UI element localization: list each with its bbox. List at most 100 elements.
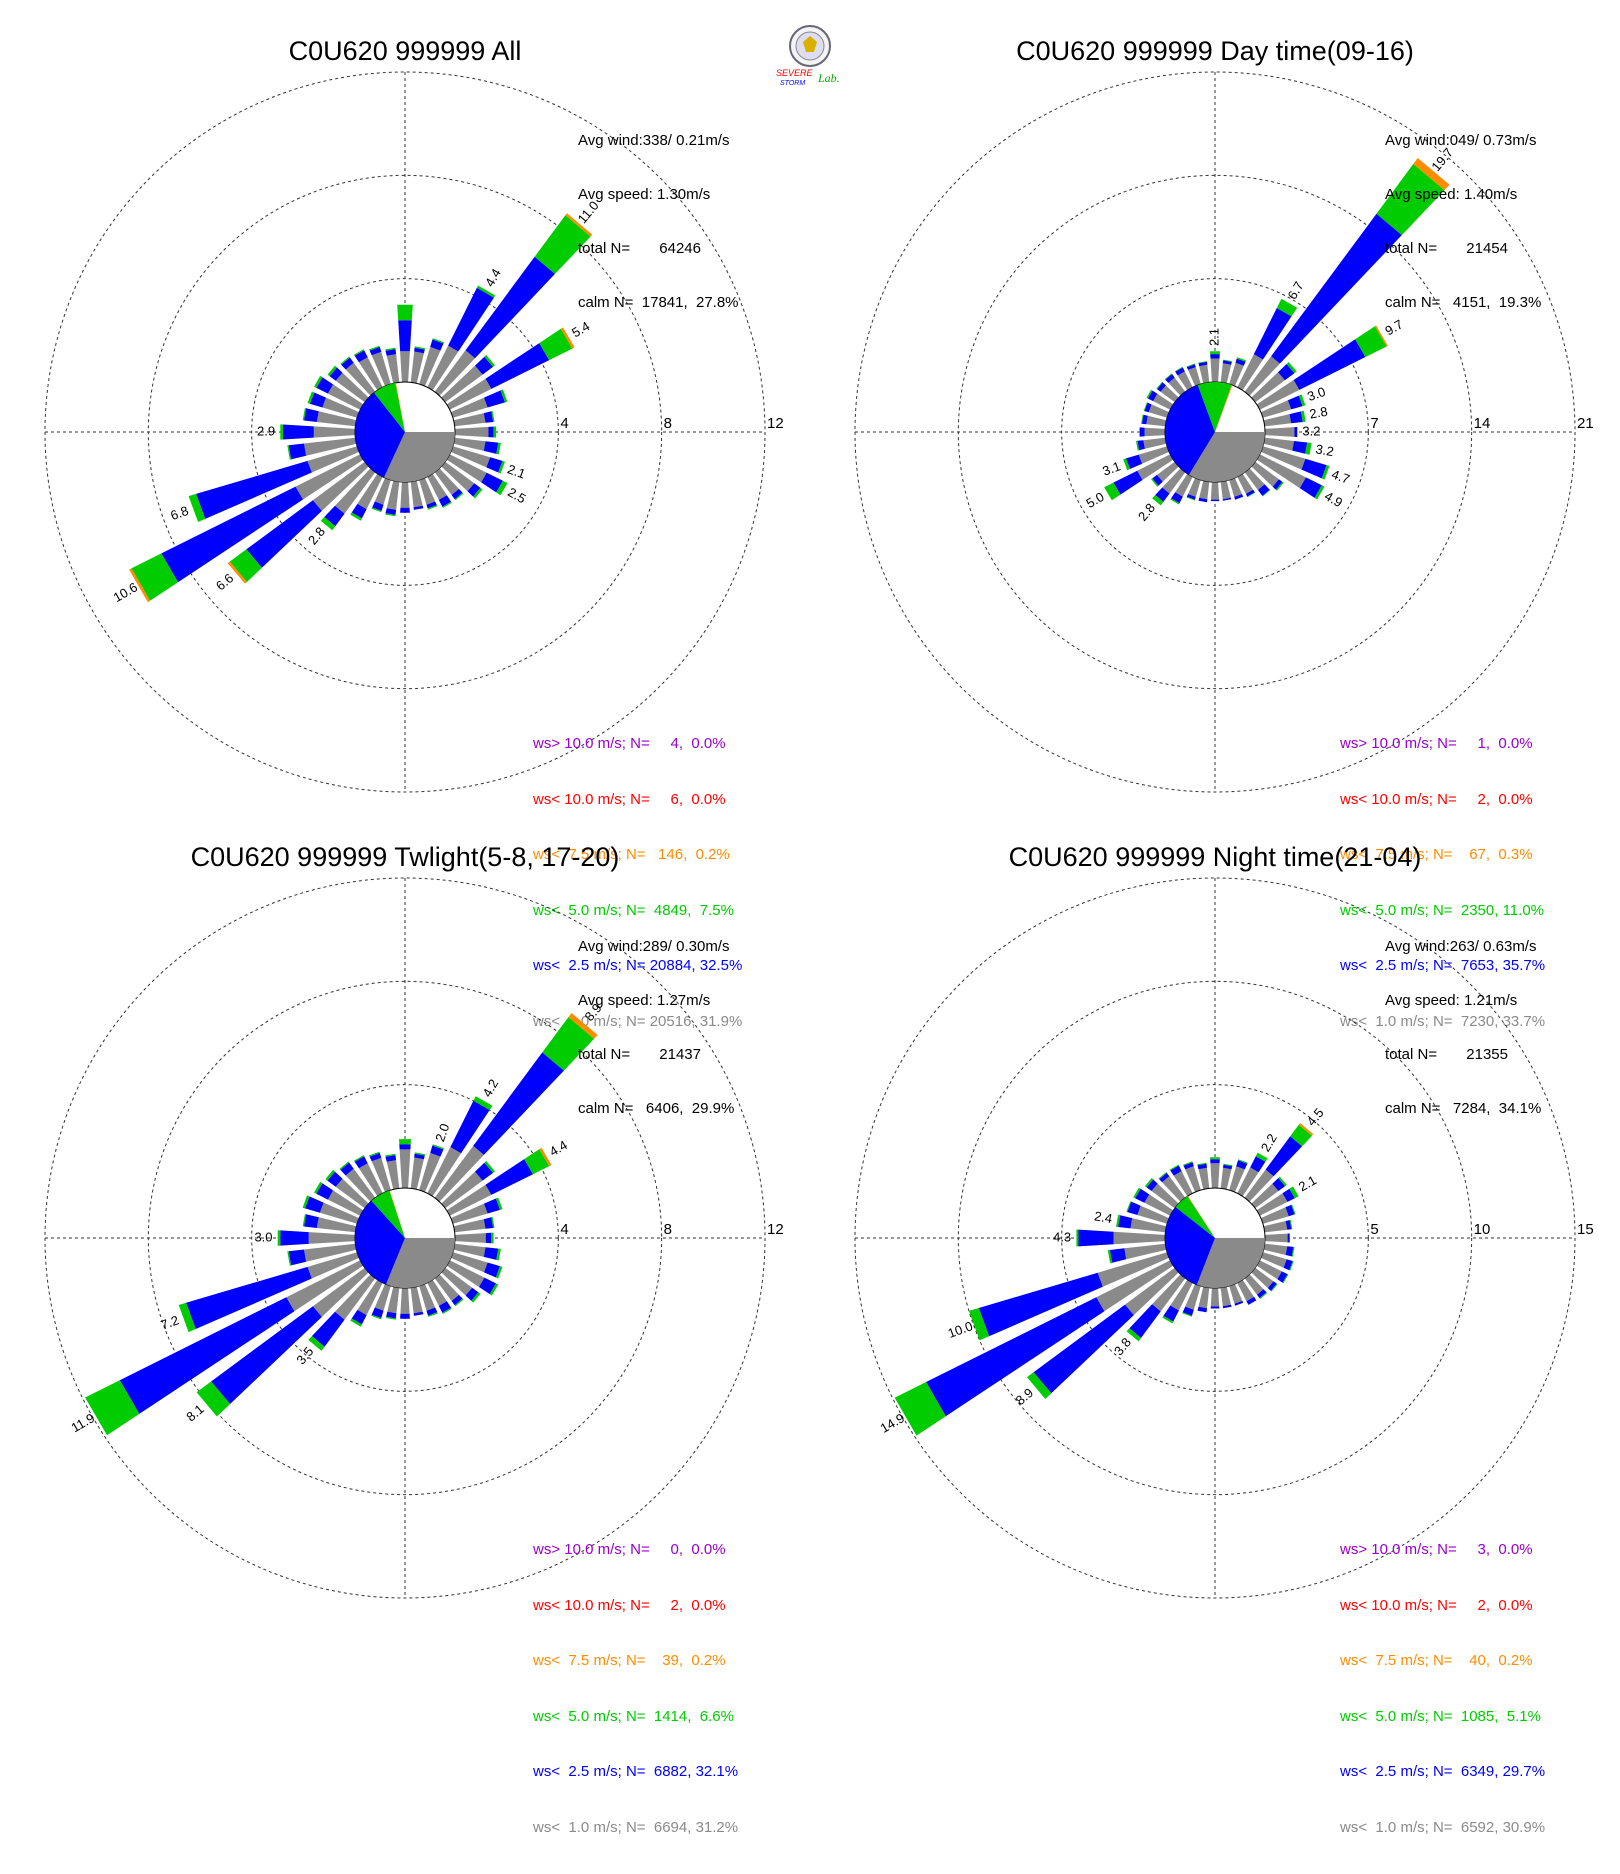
bar-segment <box>1123 458 1130 471</box>
bar-segment <box>1290 1124 1312 1147</box>
legend-entry-lt2-5: ws< 2.5 m/s; N= 7653, 35.7% <box>1340 957 1546 974</box>
bar-segment <box>1298 394 1306 407</box>
bar-value-label: 4.2 <box>479 1077 501 1100</box>
bar-segment <box>1289 1186 1299 1199</box>
bar-segment <box>386 1160 400 1190</box>
bar-segment <box>1244 468 1265 490</box>
bar-segment <box>400 1313 410 1319</box>
bar-segment <box>1162 1176 1186 1202</box>
bar-segment <box>307 446 360 473</box>
bar-segment <box>1244 1169 1274 1202</box>
bar-segment <box>1271 213 1402 364</box>
bar-segment <box>978 1272 1103 1337</box>
bar-segment <box>286 1260 364 1312</box>
bar-segment <box>358 357 383 391</box>
bar-segment <box>186 1266 312 1329</box>
bar-segment <box>1238 1159 1248 1164</box>
ring-label: 4 <box>560 1221 568 1238</box>
bar-segment <box>454 1233 486 1243</box>
bar-segment <box>442 1307 452 1314</box>
bar-segment <box>1104 482 1121 501</box>
bar-segment <box>1289 411 1303 424</box>
bar-segment <box>310 392 326 408</box>
bar-segment <box>1263 1221 1288 1233</box>
bar-segment <box>485 1232 491 1244</box>
bar-segment <box>1198 1167 1210 1190</box>
bar-segment <box>1151 478 1159 487</box>
bar-value-label: 3.1 <box>1100 458 1122 478</box>
bar-segment <box>1229 1166 1245 1193</box>
bar-segment <box>1033 1304 1134 1394</box>
bar-segment <box>351 1309 367 1325</box>
windrose-chart-twilight: 4 8 122.04.28.94.43.58.111.97.23.0 <box>44 877 784 1599</box>
bar-segment <box>1262 489 1271 497</box>
avg-speed: Avg speed: 1.21m/s <box>1385 992 1518 1009</box>
bar-segment <box>446 1184 492 1216</box>
legend-entry-lt5: ws< 5.0 m/s; N= 1085, 5.1% <box>1340 1707 1541 1725</box>
bar-segment <box>1257 484 1270 496</box>
bar-segment <box>465 1287 479 1301</box>
bar-segment <box>304 408 319 422</box>
bar-segment <box>322 397 360 418</box>
legend-entry-lt5: ws< 5.0 m/s; N= 4849, 7.5% <box>533 901 734 919</box>
bar-segment <box>282 424 314 440</box>
bar-segment <box>227 561 247 584</box>
bar-segment <box>475 356 493 375</box>
bar-segment <box>312 461 369 511</box>
bar-segment <box>1162 468 1186 494</box>
bar-segment <box>374 1283 391 1311</box>
bar-segment <box>316 1183 334 1200</box>
bar-segment <box>1141 414 1148 425</box>
total-n: total N= 21454 <box>1385 240 1508 257</box>
bar-segment <box>371 1314 382 1320</box>
ring-label: 8 <box>664 1221 672 1238</box>
legend: ws> 10.0 m/s; N= 3, 0.0% ws< 10.0 m/s; N… <box>1340 1504 1545 1874</box>
bar-segment <box>495 1197 503 1210</box>
bar-segment <box>288 1249 307 1266</box>
bar-segment <box>483 441 499 454</box>
legend-entry-lt10: ws< 10.0 m/s; N= 2, 0.0% <box>1340 1596 1533 1614</box>
bar-segment <box>1272 479 1283 490</box>
bar-segment <box>1263 437 1294 451</box>
bar-value-label: 8.1 <box>183 1401 206 1424</box>
bar-segment <box>486 457 503 473</box>
bar-segment <box>335 1178 369 1209</box>
bar-segment <box>1413 158 1450 191</box>
bar-segment <box>1197 1162 1207 1166</box>
bar-segment <box>1186 363 1195 368</box>
bar-segment <box>371 1157 391 1193</box>
calm-pie-slice <box>386 1238 455 1289</box>
bar-segment <box>453 413 486 427</box>
bar-segment <box>339 1161 350 1170</box>
bar-value-label: 3.0 <box>254 1229 272 1244</box>
bar-segment <box>484 390 505 408</box>
bar-segment <box>302 1214 307 1227</box>
bar-segment <box>1276 298 1298 317</box>
bar-segment <box>1188 367 1201 387</box>
bar-segment <box>410 1157 424 1190</box>
bar-segment <box>414 1152 426 1156</box>
bar-segment <box>1186 496 1195 501</box>
bar-segment <box>1256 1260 1282 1280</box>
bar-segment <box>450 1252 488 1273</box>
bar-segment <box>369 346 382 356</box>
bar-segment <box>1220 1167 1232 1190</box>
bar-segment <box>1267 1281 1277 1291</box>
bar-segment <box>288 443 307 460</box>
bar-segment <box>419 346 441 387</box>
calm-pie-slice <box>1175 1196 1215 1238</box>
bar-segment <box>1287 1233 1290 1243</box>
bar-segment <box>1292 441 1308 454</box>
bar-segment <box>428 1312 438 1317</box>
bar-value-label: 4.4 <box>547 1137 570 1159</box>
bar-segment <box>1210 1157 1220 1160</box>
bar-segment <box>1244 356 1280 396</box>
windrose-panel-twilight: 4 8 12 2.0 4.2 8.9 4.4 3.5 8.1 11.9 7.2 3.0 C0U620 … <box>0 806 810 1836</box>
bar-segment <box>316 1217 357 1233</box>
bar-segment <box>1210 1306 1220 1309</box>
bar-segment <box>1144 1194 1174 1216</box>
bar-segment <box>353 1155 365 1162</box>
bar-segment <box>491 1232 494 1244</box>
bar-value-label: 3.2 <box>1315 441 1335 459</box>
bar-segment <box>1159 1172 1170 1183</box>
